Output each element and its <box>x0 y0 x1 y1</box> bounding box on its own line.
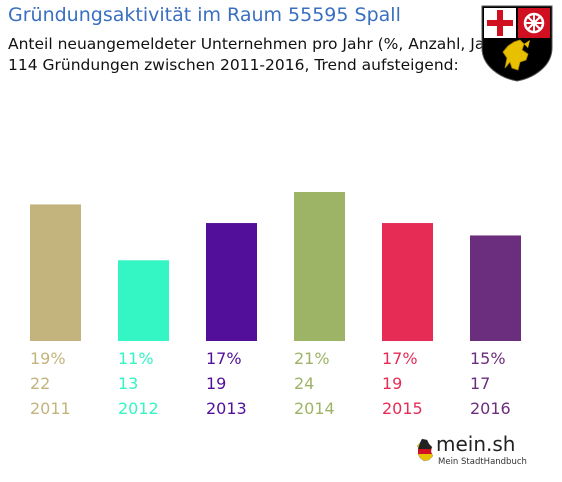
year-label-2012: 2012 <box>118 399 159 418</box>
rheinland-pfalz-coat-of-arms-icon <box>481 5 553 82</box>
count-label-2015: 19 <box>382 374 402 393</box>
bar-2012 <box>118 260 169 341</box>
year-label-2016: 2016 <box>470 399 511 418</box>
count-label-2016: 17 <box>470 374 490 393</box>
germany-map-icon <box>416 438 434 462</box>
bar-2014 <box>294 192 345 341</box>
count-label-2012: 13 <box>118 374 138 393</box>
percent-label-2012: 11% <box>118 349 154 368</box>
year-label-2013: 2013 <box>206 399 247 418</box>
count-label-2013: 19 <box>206 374 226 393</box>
percent-label-2011: 19% <box>30 349 66 368</box>
bar-2011 <box>30 204 81 341</box>
percent-label-2014: 21% <box>294 349 330 368</box>
bar-2015 <box>382 223 433 341</box>
count-label-2011: 22 <box>30 374 50 393</box>
count-label-2014: 24 <box>294 374 314 393</box>
logo-tagline: Mein StadtHandbuch <box>438 457 527 467</box>
page-title: Gründungsaktivität im Raum 55595 Spall <box>8 4 401 26</box>
year-label-2014: 2014 <box>294 399 335 418</box>
subtitle-line-2: 114 Gründungen zwischen 2011-2016, Trend… <box>8 56 459 74</box>
bar-2016 <box>470 235 521 341</box>
year-label-2011: 2011 <box>30 399 71 418</box>
percent-label-2015: 17% <box>382 349 418 368</box>
subtitle-line-1: Anteil neuangemeldeter Unternehmen pro J… <box>8 35 507 53</box>
mein-sh-logo: mein.sh Mein StadtHandbuch <box>416 432 527 474</box>
percent-label-2013: 17% <box>206 349 242 368</box>
bar-2013 <box>206 223 257 341</box>
year-label-2015: 2015 <box>382 399 423 418</box>
percent-label-2016: 15% <box>470 349 506 368</box>
logo-text: mein.sh <box>436 432 516 456</box>
